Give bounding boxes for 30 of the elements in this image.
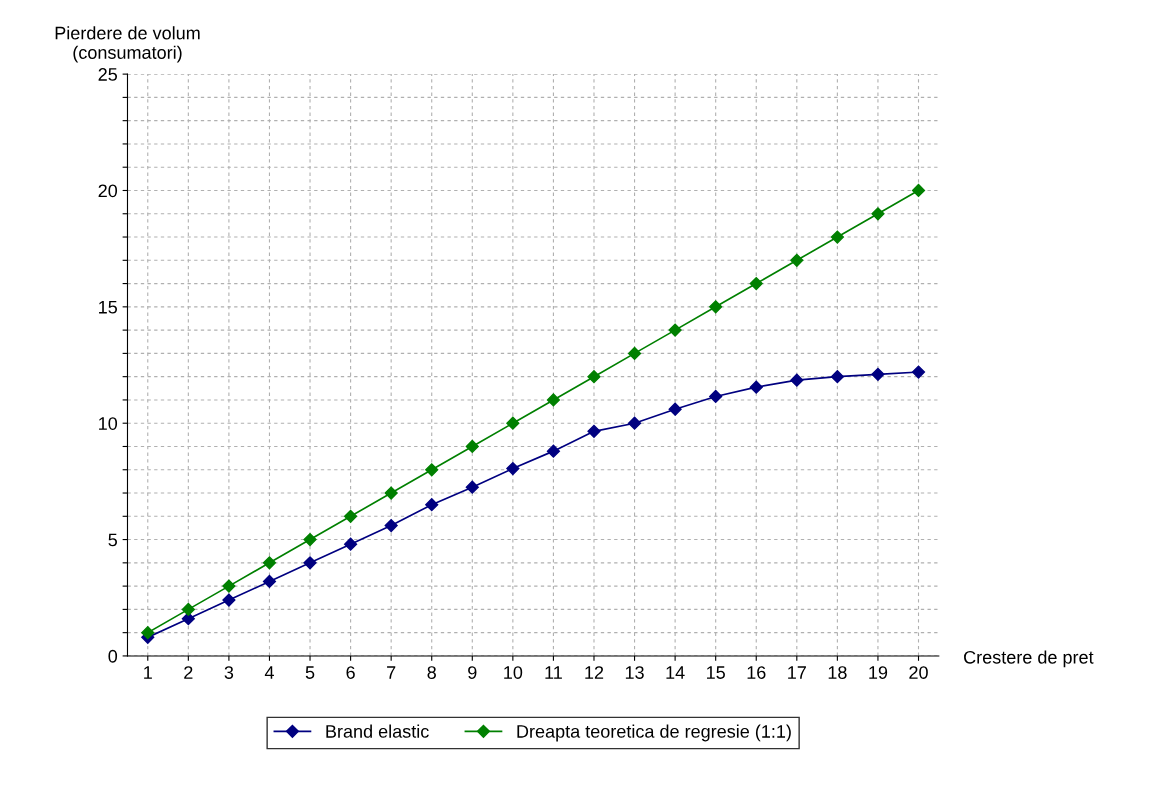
x-tick-label: 6 (346, 666, 355, 679)
y-tick-label: 20 (98, 184, 118, 198)
x-tick-label: 16 (747, 666, 766, 679)
x-tick-label: 2 (184, 666, 193, 679)
y-tick-label: 5 (108, 533, 118, 547)
y-tick-label: 0 (108, 649, 118, 663)
x-tick-label: 18 (828, 666, 847, 679)
x-tick-label: 20 (909, 666, 928, 679)
x-tick-label: 19 (869, 666, 888, 679)
x-tick-label: 17 (788, 666, 806, 679)
legend-label: Brand elastic (326, 724, 429, 738)
x-tick-label: 8 (427, 666, 436, 679)
y-tick-label: 10 (99, 417, 118, 430)
y-axis-title: Pierdere de volum (consumatori) (55, 26, 200, 63)
x-axis-title: Crestere de pret (964, 650, 1094, 668)
x-tick-label: 3 (224, 666, 234, 679)
x-tick-label: 13 (625, 666, 644, 679)
x-tick-label: 1 (144, 666, 152, 679)
x-tick-label: 12 (585, 666, 604, 679)
x-tick-label: 10 (504, 666, 523, 679)
y-tick-label: 25 (98, 68, 118, 81)
x-tick-label: 5 (305, 666, 315, 679)
x-tick-label: 14 (666, 666, 685, 679)
legend-label: Dreapta teoretica de regresie (1:1) (517, 724, 791, 742)
x-tick-label: 15 (707, 666, 725, 679)
y-tick-label: 15 (99, 300, 118, 314)
x-tick-label: 11 (545, 666, 562, 679)
x-tick-label: 9 (468, 666, 477, 679)
x-tick-label: 7 (387, 666, 396, 679)
x-tick-label: 4 (264, 666, 274, 679)
